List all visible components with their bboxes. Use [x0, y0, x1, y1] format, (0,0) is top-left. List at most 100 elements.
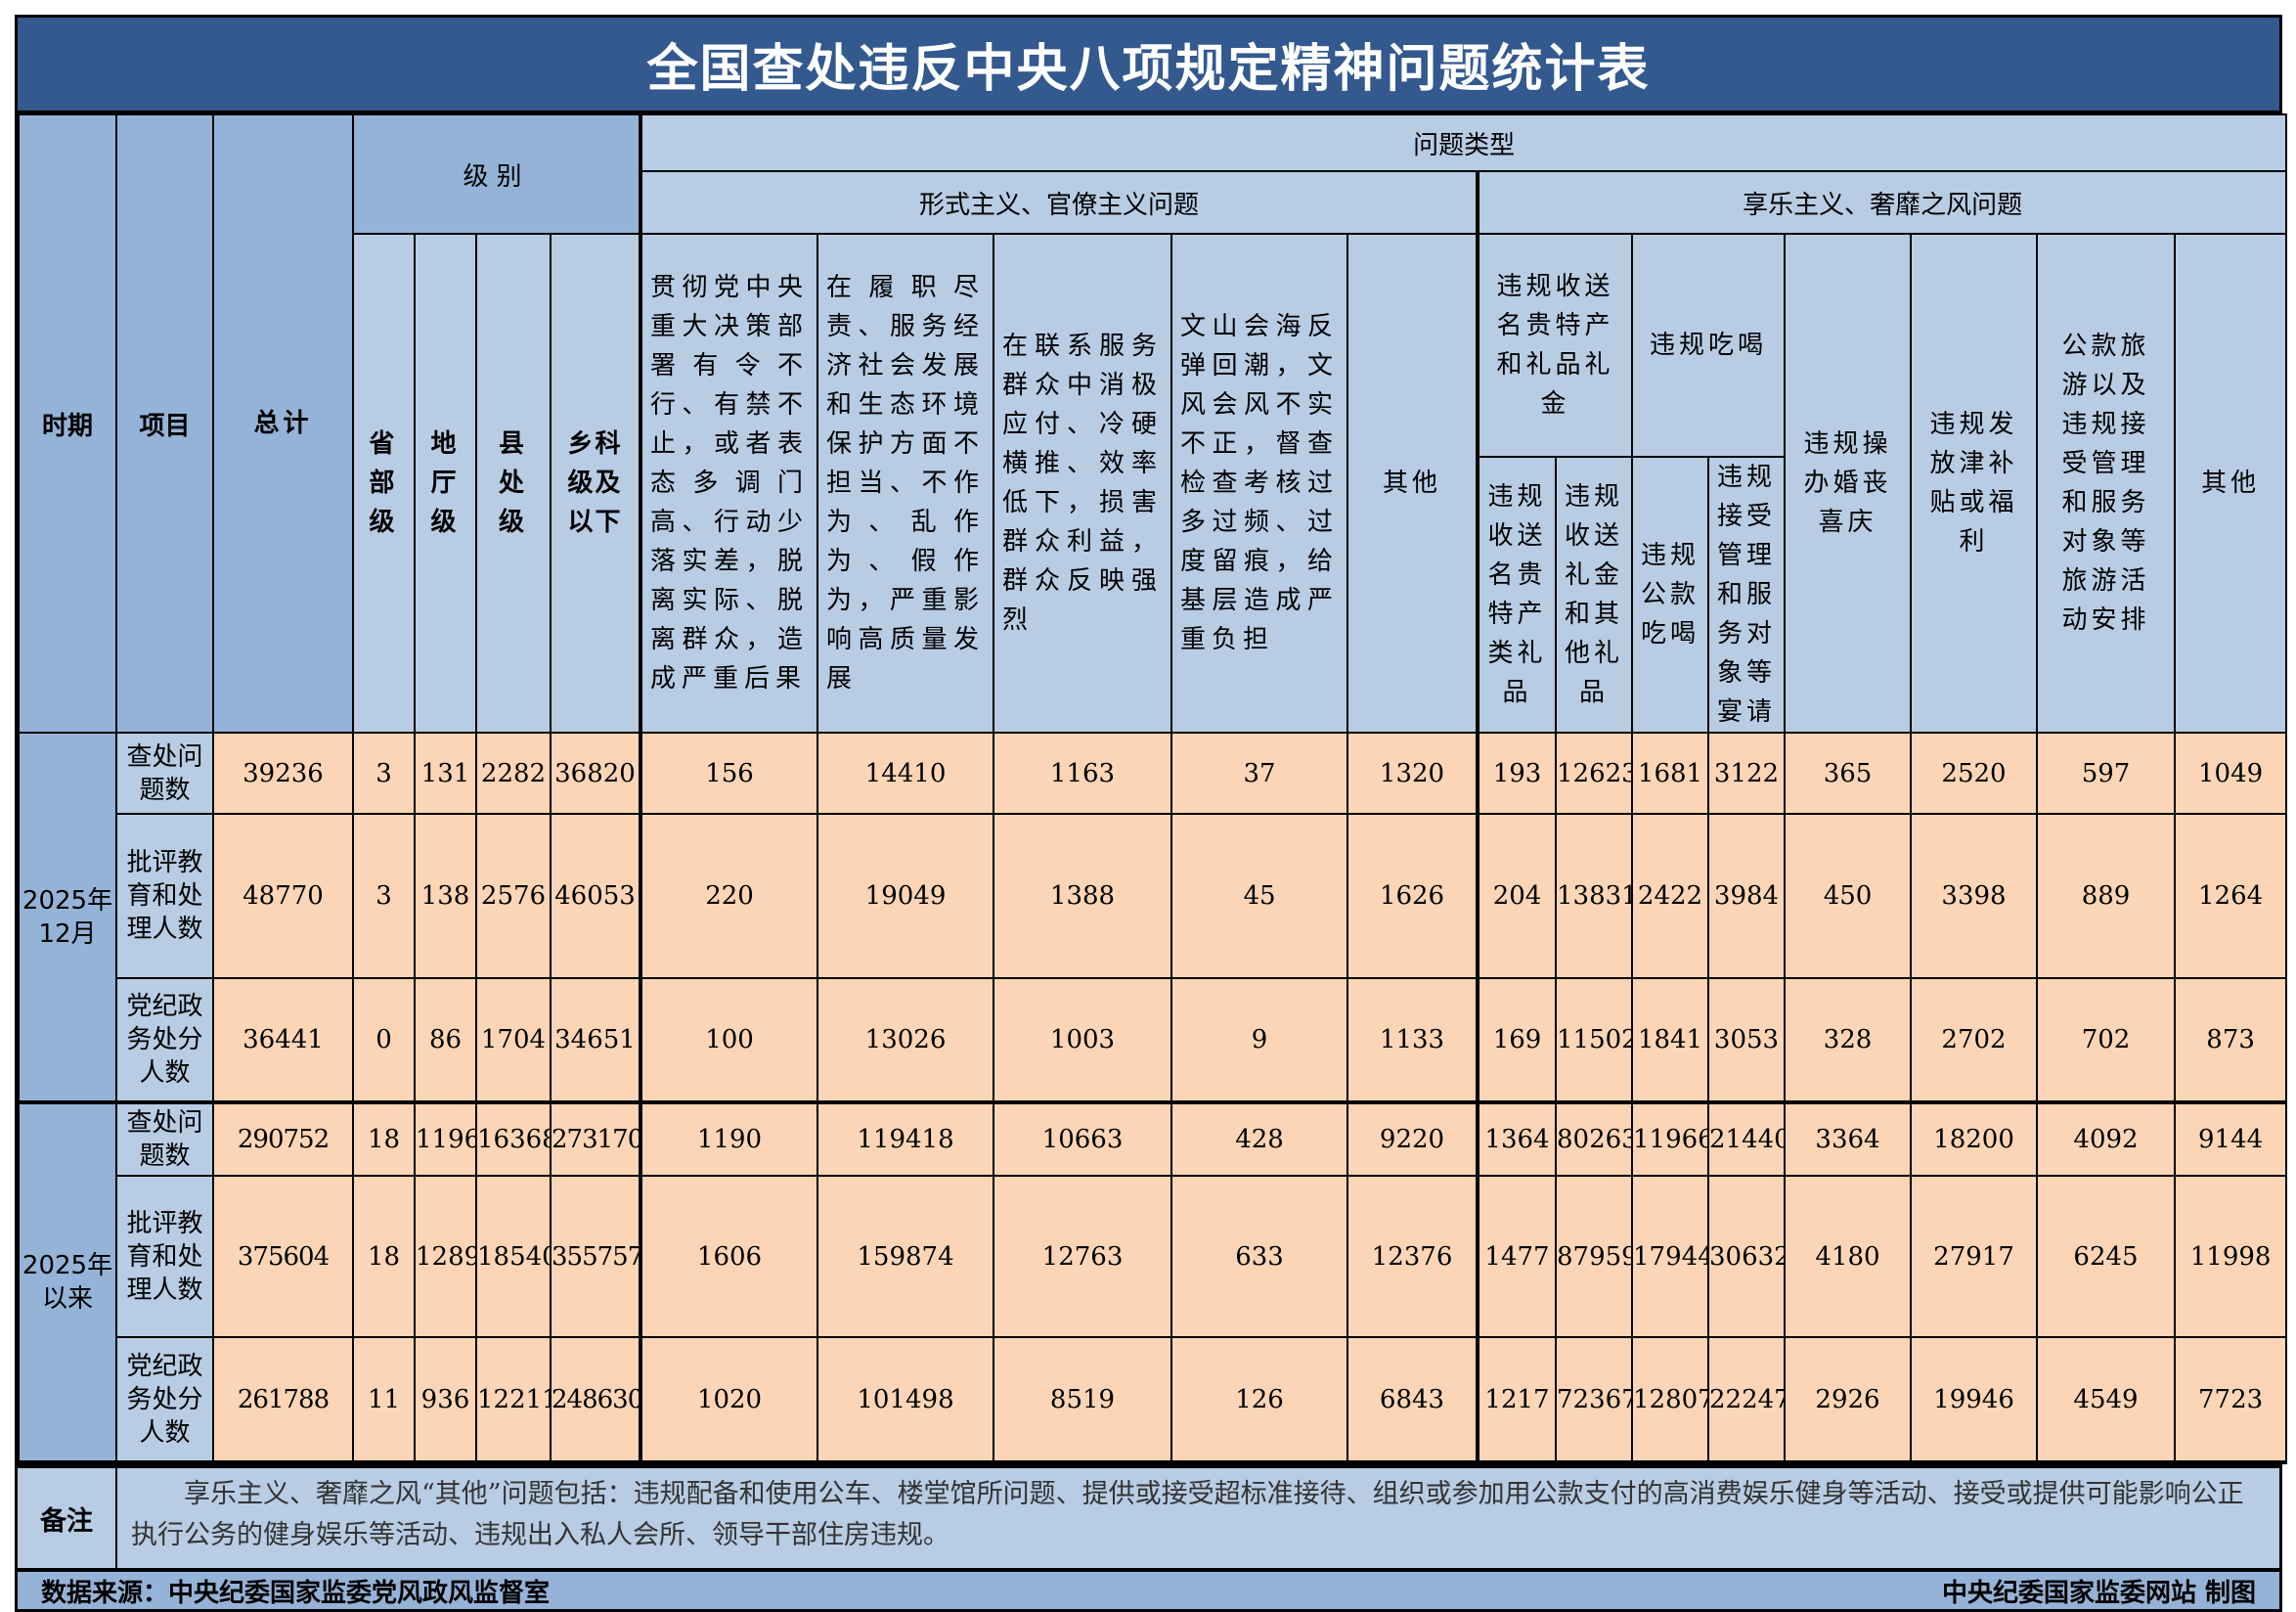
- header-level: 级别: [351, 113, 642, 235]
- value-cell: 37: [1170, 732, 1349, 815]
- value-cell: 2282: [475, 732, 552, 815]
- header-formalism-col-2: 在履职尽责、服务经济社会发展和生态环境保护方面不担当、不作为、乱作为、假作为，严…: [817, 233, 995, 734]
- header-item: 项目: [115, 113, 214, 734]
- value-cell: 87959: [1555, 1175, 1634, 1338]
- value-cell: 428: [1170, 1101, 1349, 1177]
- row-item-label: 批评教育和处理人数: [115, 1175, 214, 1338]
- value-cell: 7723: [2174, 1336, 2288, 1464]
- header-level-provincial: 省部级: [352, 233, 416, 734]
- value-cell: 204: [1476, 813, 1558, 979]
- value-cell: 18: [352, 1101, 416, 1177]
- table-row: 2025年以来 查处问题数 290752 18 1196 16368 273170 1190 1…: [18, 1101, 2288, 1464]
- value-cell: 3398: [1910, 813, 2039, 979]
- value-cell: 1163: [993, 732, 1173, 815]
- value-cell: 1626: [1347, 813, 1479, 979]
- header-gifts: 违规收送名贵特产和礼品礼金: [1476, 233, 1634, 458]
- value-cell: 248630: [549, 1336, 642, 1464]
- period-cell: 2025年12月: [18, 732, 117, 1104]
- row-item-label: 查处问题数: [115, 732, 214, 815]
- value-cell: 2422: [1631, 813, 1710, 979]
- value-cell: 4180: [1784, 1175, 1913, 1338]
- value-cell: 1003: [993, 977, 1173, 1104]
- value-cell: 1020: [639, 1336, 819, 1464]
- value-cell: 159874: [817, 1175, 995, 1338]
- header-period: 时期: [18, 113, 117, 734]
- header-formalism-col-4: 文山会海反弹回潮，文风会风不实不正，督查检查考核过多过频、过度留痕，给基层造成严…: [1170, 233, 1349, 734]
- header-hedonism: 享乐主义、奢靡之风问题: [1476, 170, 2288, 235]
- value-cell: 328: [1784, 977, 1913, 1104]
- value-cell: 156: [639, 732, 819, 815]
- value-cell: 1606: [639, 1175, 819, 1338]
- data-source: 数据来源：中央纪委国家监委党风政风监督室: [41, 1578, 551, 1608]
- value-cell: 2926: [1784, 1336, 1913, 1464]
- value-cell: 220: [639, 813, 819, 979]
- row-item-label: 党纪政务处分人数: [115, 1336, 214, 1464]
- header-formalism-col-1: 贯彻党中央重大决策部署有令不行、有禁不止，或者表态多调门高、行动少落实差，脱离实…: [639, 233, 819, 734]
- row-item-label: 批评教育和处理人数: [115, 813, 214, 979]
- value-cell: 9: [1170, 977, 1349, 1104]
- value-cell: 597: [2036, 732, 2177, 815]
- value-cell: 290752: [212, 1101, 354, 1177]
- value-cell: 13026: [817, 977, 995, 1104]
- value-cell: 1196: [414, 1101, 477, 1177]
- value-cell: 126: [1170, 1336, 1349, 1464]
- value-cell: 273170: [549, 1101, 642, 1177]
- value-cell: 1190: [639, 1101, 819, 1177]
- row-item-label: 党纪政务处分人数: [115, 977, 214, 1104]
- value-cell: 46053: [549, 813, 642, 979]
- value-cell: 1388: [993, 813, 1173, 979]
- value-cell: 375604: [212, 1175, 354, 1338]
- header-level-county: 县处级: [475, 233, 552, 734]
- value-cell: 873: [2174, 977, 2288, 1104]
- chart-credit: 中央纪委国家监委网站 制图: [1941, 1578, 2256, 1608]
- value-cell: 13831: [1555, 813, 1634, 979]
- value-cell: 12807: [1631, 1336, 1710, 1464]
- value-cell: 45: [1170, 813, 1349, 979]
- value-cell: 119418: [817, 1101, 995, 1177]
- value-cell: 1049: [2174, 732, 2288, 815]
- value-cell: 11966: [1631, 1101, 1710, 1177]
- value-cell: 12376: [1347, 1175, 1479, 1338]
- value-cell: 80263: [1555, 1101, 1634, 1177]
- value-cell: 22247: [1707, 1336, 1787, 1464]
- period-cell: 2025年以来: [18, 1101, 117, 1464]
- value-cell: 131: [414, 732, 477, 815]
- value-cell: 17944: [1631, 1175, 1710, 1338]
- value-cell: 14410: [817, 732, 995, 815]
- table-row: 党纪政务处分人数 261788 11 936 12211 248630 1020 101498…: [19, 1336, 2288, 1464]
- footer: 数据来源：中央纪委国家监委党风政风监督室 中央纪委国家监委网站 制图: [18, 1568, 2279, 1609]
- value-cell: 1320: [1347, 732, 1479, 815]
- value-cell: 1364: [1476, 1101, 1558, 1177]
- value-cell: 3364: [1784, 1101, 1913, 1177]
- header-level-prefectural: 地厅级: [414, 233, 477, 734]
- value-cell: 355757: [549, 1175, 642, 1338]
- value-cell: 3984: [1707, 813, 1787, 979]
- value-cell: 3122: [1707, 732, 1787, 815]
- table-row: 党纪政务处分人数 36441 0 86 1704 34651 100 13026 1003 9 11…: [19, 977, 2288, 1104]
- value-cell: 101498: [817, 1336, 995, 1464]
- value-cell: 6245: [2036, 1175, 2177, 1338]
- statistics-table: 时期 项目 总计 级别 问题类型 形式主义、官僚主义问题 享乐主义、奢靡之风问题…: [18, 113, 2288, 1464]
- note-section: 备注 享乐主义、奢靡之风“其他”问题包括：违规配备和使用公车、楼堂馆所问题、提供…: [18, 1464, 2279, 1568]
- header-hedonism-other: 其他: [2174, 233, 2288, 734]
- value-cell: 30632: [1707, 1175, 1787, 1338]
- note-label: 备注: [18, 1468, 117, 1568]
- header-dining-banquets: 违规接受管理和服务对象等宴请: [1707, 456, 1787, 734]
- value-cell: 18200: [1910, 1101, 2039, 1177]
- value-cell: 9220: [1347, 1101, 1479, 1177]
- value-cell: 1681: [1631, 732, 1710, 815]
- value-cell: 21440: [1707, 1101, 1787, 1177]
- value-cell: 1841: [1631, 977, 1710, 1104]
- value-cell: 12623: [1555, 732, 1634, 815]
- header-formalism-col-3: 在联系服务群众中消极应付、冷硬横推、效率低下，损害群众利益，群众反映强烈: [993, 233, 1173, 734]
- header-gifts-cash: 违规收送礼金和其他礼品: [1555, 456, 1634, 734]
- header-travel: 公款旅游以及违规接受管理和服务对象等旅游活动安排: [2036, 233, 2177, 734]
- value-cell: 193: [1476, 732, 1558, 815]
- header-total: 总计: [212, 113, 354, 734]
- table-row: 批评教育和处理人数 375604 18 1289 18540 355757 1606 1598…: [19, 1175, 2288, 1338]
- value-cell: 2702: [1910, 977, 2039, 1104]
- value-cell: 12763: [993, 1175, 1173, 1338]
- value-cell: 365: [1784, 732, 1913, 815]
- table-row: 批评教育和处理人数 48770 3 138 2576 46053 220 19049 1388 4…: [19, 813, 2288, 979]
- value-cell: 4549: [2036, 1336, 2177, 1464]
